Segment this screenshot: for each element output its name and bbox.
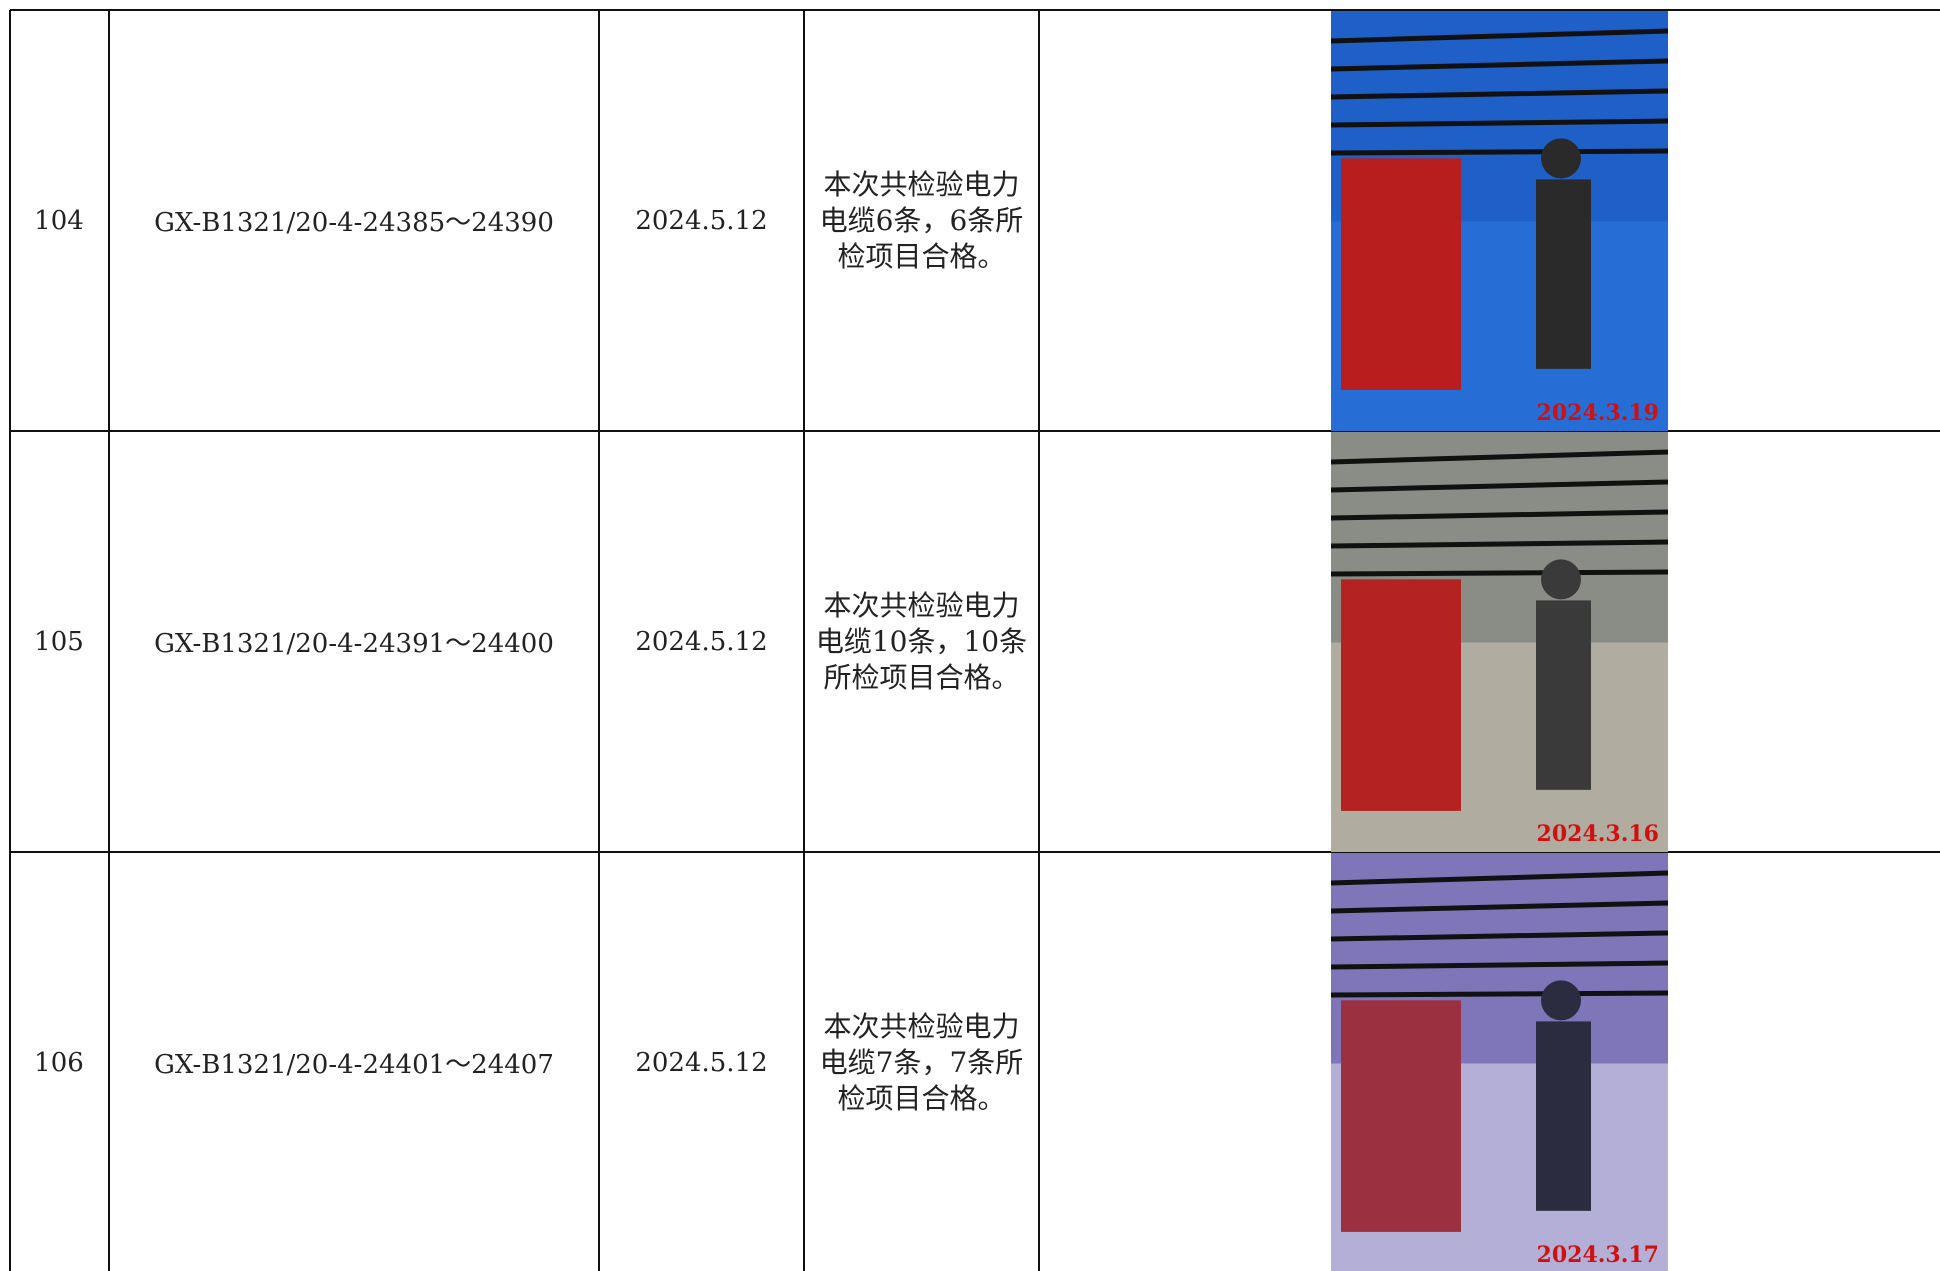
cable-code: GX-B1321/20-4-24385～24390 [154,208,554,238]
inspection-date: 2024.5.12 [635,205,768,236]
photo-cable [1331,509,1668,521]
photo-person-head [1541,980,1581,1021]
row-number: 104 [34,205,84,236]
cable-code: GX-B1321/20-4-24391～24400 [154,629,554,659]
photo-person-body [1536,600,1591,790]
photo-cable [1331,990,1668,998]
site-photo: 2024.3.16 [1331,432,1668,852]
photo-cable [1331,479,1668,493]
inspection-result: 本次共检验电力电缆6条，6条所检项目合格。 [819,167,1024,273]
photo-cable [1331,569,1668,577]
table-border [598,10,600,1271]
photo-cable [1331,88,1668,100]
row-number: 105 [34,626,84,657]
photo-cable [1331,539,1668,549]
photo-cable [1331,28,1668,44]
photo-cable [1331,960,1668,970]
photo-person-head [1541,559,1581,600]
photo-date-stamp: 2024.3.16 [1537,821,1659,847]
photo-person-body [1536,179,1591,369]
photo-equipment [1341,158,1461,390]
photo-equipment [1341,579,1461,811]
table-border [1038,10,1040,1271]
photo-equipment [1341,1000,1461,1232]
site-photo: 2024.3.17 [1331,853,1668,1271]
photo-date-stamp: 2024.3.19 [1537,400,1659,426]
table-border [10,851,1940,853]
photo-cable [1331,870,1668,886]
inspection-date: 2024.5.12 [635,626,768,657]
site-photo: 2024.3.19 [1331,11,1668,431]
table-border [9,10,11,1271]
photo-cable [1331,930,1668,942]
photo-person-head [1541,138,1581,179]
row-number: 106 [34,1047,84,1078]
inspection-result: 本次共检验电力电缆7条，7条所检项目合格。 [819,1009,1024,1115]
table-border [10,9,1940,11]
table-border [10,430,1940,432]
photo-cable [1331,58,1668,72]
table-border [803,10,805,1271]
photo-person-body [1536,1021,1591,1211]
photo-cable [1331,118,1668,128]
cable-code: GX-B1321/20-4-24401～24407 [154,1050,554,1080]
table-border [108,10,110,1271]
inspection-date: 2024.5.12 [635,1047,768,1078]
inspection-result: 本次共检验电力电缆10条，10条所检项目合格。 [815,588,1028,694]
photo-cable [1331,900,1668,914]
photo-cable [1331,148,1668,156]
photo-date-stamp: 2024.3.17 [1537,1242,1659,1268]
photo-cable [1331,449,1668,465]
